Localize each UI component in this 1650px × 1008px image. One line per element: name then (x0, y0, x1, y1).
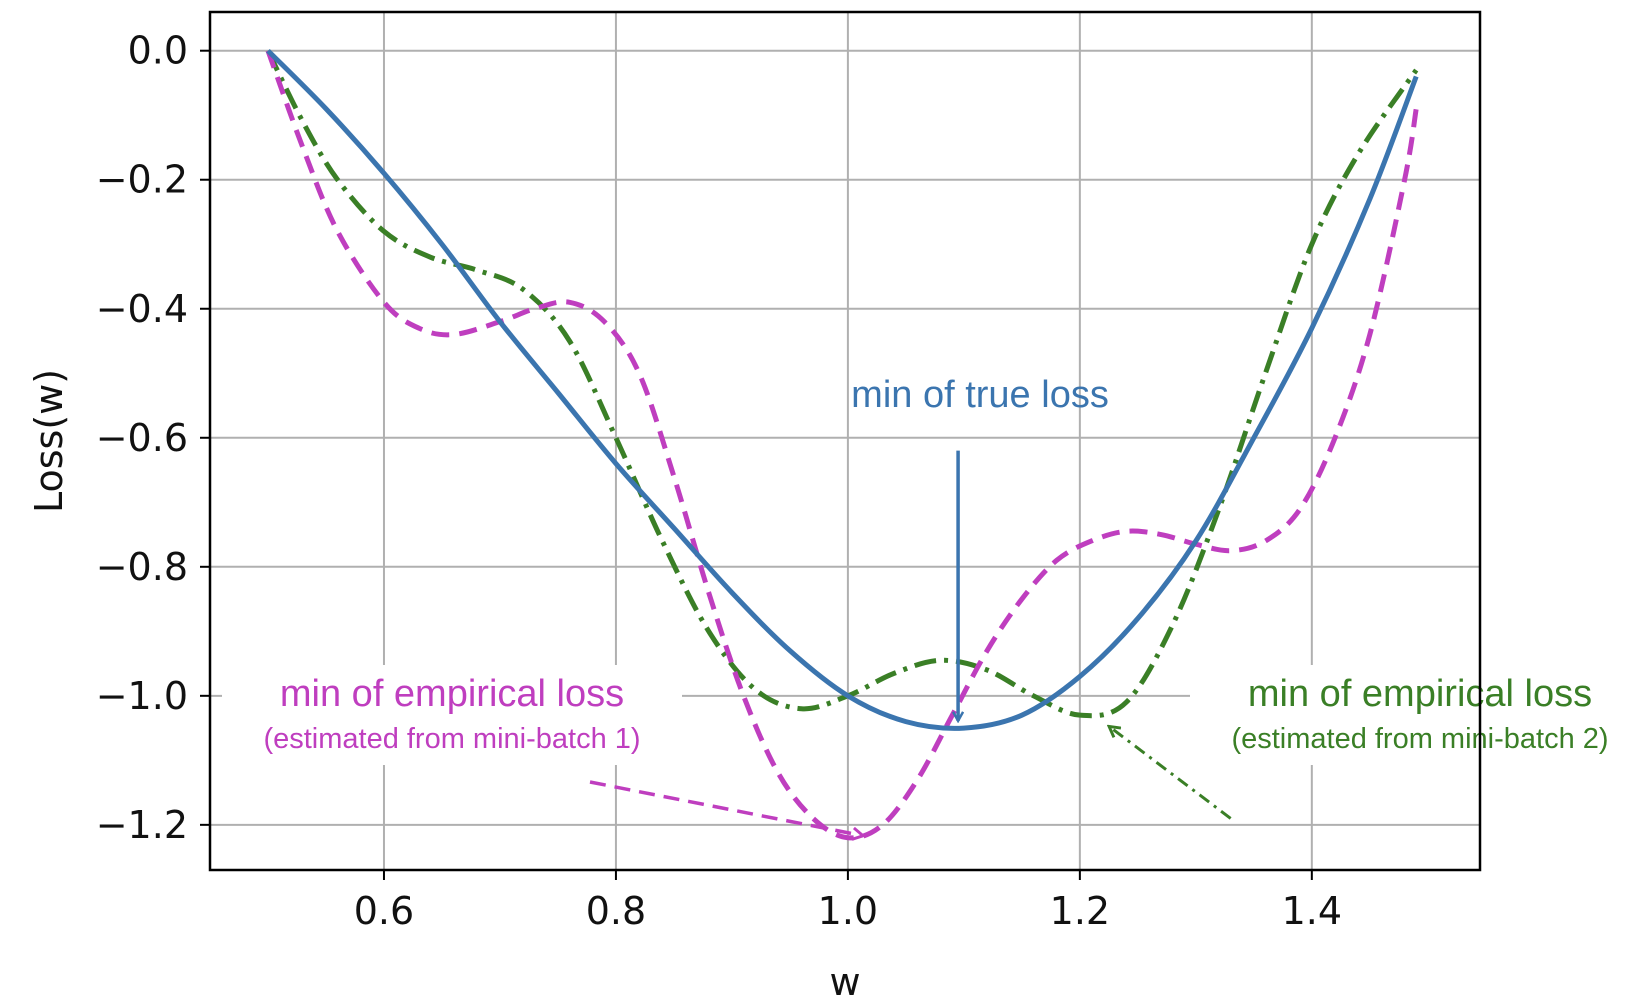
y-tick-label: −0.6 (96, 416, 188, 460)
x-tick-label: 1.4 (1282, 889, 1342, 933)
batch1-annotation-sub: (estimated from mini-batch 1) (263, 723, 640, 755)
y-axis-label: Loss(w) (27, 369, 71, 513)
x-axis-label: w (829, 960, 860, 1004)
batch2-arrow (1109, 726, 1232, 820)
y-tick-label: 0.0 (128, 29, 188, 73)
y-tick-label: −1.0 (96, 674, 188, 718)
batch2-annotation-sub: (estimated from mini-batch 2) (1231, 723, 1608, 755)
batch2-label-bg (1190, 665, 1648, 765)
x-tick-label: 1.2 (1050, 889, 1110, 933)
true-loss-line (266, 48, 1419, 731)
ticks: 0.6 0.8 1.0 1.2 1.4 0.0 −0.2 −0.4 −0.6 −0.8 −1.0 −1… (96, 29, 1342, 933)
y-tick-label: −0.8 (96, 545, 188, 589)
y-tick-label: −0.2 (96, 158, 188, 202)
x-tick-label: 0.6 (354, 889, 414, 933)
x-tick-label: 1.0 (818, 889, 878, 933)
y-tick-label: −1.2 (96, 803, 188, 847)
plot-border (208, 10, 1482, 872)
annotations: min of true loss min of empirical loss (es… (222, 374, 1648, 836)
y-tick-label: −0.4 (96, 287, 188, 331)
batch1-annotation: min of empirical loss (280, 673, 624, 715)
true-loss-annotation: min of true loss (851, 374, 1109, 416)
batch1-label-bg (222, 665, 682, 765)
plot-frame (208, 10, 1482, 872)
batch1-arrow (589, 780, 863, 836)
series-group (265, 48, 1419, 841)
x-tick-label: 0.8 (586, 889, 646, 933)
empirical-loss-batch1-line (265, 49, 1419, 841)
empirical-loss-batch2-line (265, 49, 1419, 719)
batch2-annotation: min of empirical loss (1248, 673, 1592, 715)
